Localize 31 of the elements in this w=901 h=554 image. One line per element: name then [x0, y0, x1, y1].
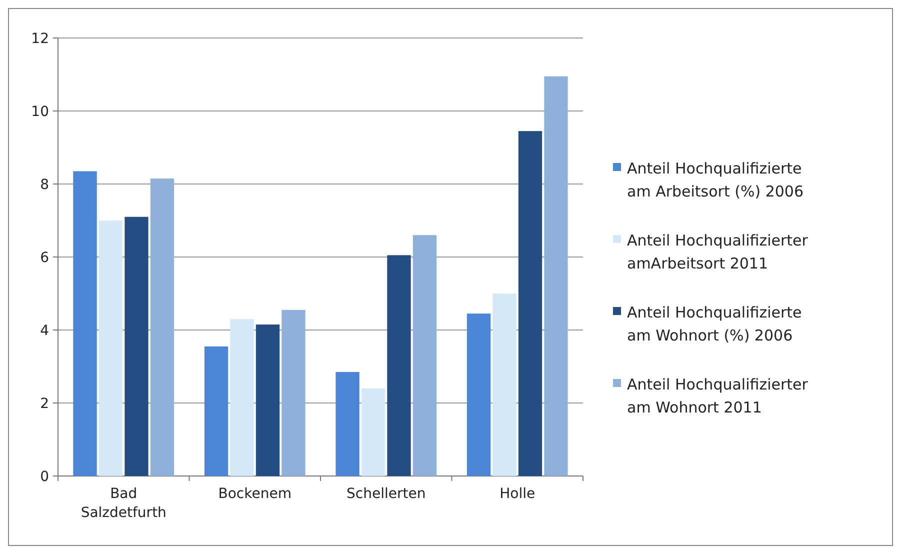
- bar: [124, 216, 148, 476]
- legend-label: Anteil Hochqualifizierte am Wohnort (%) 2006: [627, 303, 802, 344]
- bar: [466, 314, 491, 476]
- legend-label: Anteil Hochqualifizierter amArbeitsort 2011: [627, 231, 809, 272]
- y-tick-label: 2: [40, 396, 49, 412]
- y-tick-label: 10: [31, 104, 49, 120]
- x-tick-label: Bockenem: [218, 486, 292, 502]
- bar: [73, 171, 97, 476]
- x-tick-label: Holle: [500, 486, 536, 502]
- bar: [361, 388, 386, 476]
- legend-label: Anteil Hochqualifizierte am Arbeitsort (%) 2006: [627, 159, 804, 200]
- y-tick-label: 12: [31, 30, 49, 47]
- x-tick-label: Schellerten: [346, 486, 426, 502]
- bar: [150, 178, 174, 476]
- legend-label: Anteil Hochqualifizierter am Wohnort 2011: [627, 375, 809, 416]
- bar: [387, 255, 411, 476]
- bar: [98, 220, 123, 476]
- y-tick-label: 8: [40, 176, 49, 193]
- bar: [336, 372, 360, 476]
- bar: [492, 294, 516, 476]
- y-tick-label: 4: [40, 322, 50, 339]
- bar: [412, 235, 437, 476]
- bar: [230, 319, 254, 476]
- bar: [518, 131, 542, 476]
- bar: [256, 324, 280, 476]
- y-tick-label: 6: [40, 250, 50, 266]
- bar: [282, 310, 306, 476]
- x-tick-label: Bad Salzdetfurth: [80, 486, 166, 521]
- bar: [204, 346, 228, 476]
- bar: [544, 76, 568, 476]
- y-tick-label: 0: [40, 468, 49, 485]
